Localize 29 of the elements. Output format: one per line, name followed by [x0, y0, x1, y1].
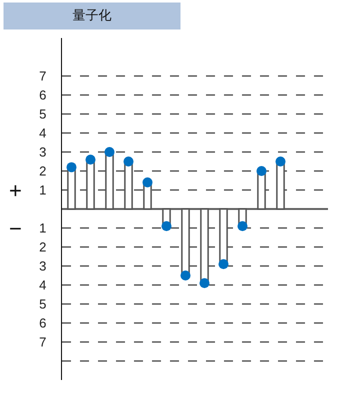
point	[238, 221, 248, 232]
y-tick-label: 5	[39, 296, 46, 312]
point	[276, 156, 286, 166]
text: +	[9, 178, 22, 203]
point	[86, 154, 96, 165]
y-tick-label: 4	[39, 126, 46, 141]
y-tick-label: 6	[39, 88, 46, 103]
point	[218, 259, 228, 270]
y-tick-label: 6	[39, 316, 46, 331]
y-tick-label: 4	[39, 278, 46, 293]
y-tick-label: 1	[39, 182, 46, 198]
point	[256, 166, 266, 176]
point	[66, 162, 76, 172]
point	[200, 278, 210, 288]
point	[124, 156, 134, 166]
y-tick-label: 3	[39, 144, 46, 160]
y-tick-label: 2	[39, 164, 46, 179]
point	[162, 221, 172, 232]
y-tick-label: 1	[39, 220, 46, 236]
y-tick-label: 7	[39, 68, 46, 84]
text: −	[9, 216, 22, 241]
point	[142, 177, 152, 188]
point	[104, 147, 114, 157]
chart-title: 量子化	[72, 8, 112, 24]
y-tick-label: 7	[39, 334, 46, 350]
point	[180, 270, 190, 280]
y-tick-label: 3	[39, 258, 46, 274]
y-tick-label: 2	[39, 240, 46, 255]
y-tick-label: 5	[39, 106, 46, 122]
